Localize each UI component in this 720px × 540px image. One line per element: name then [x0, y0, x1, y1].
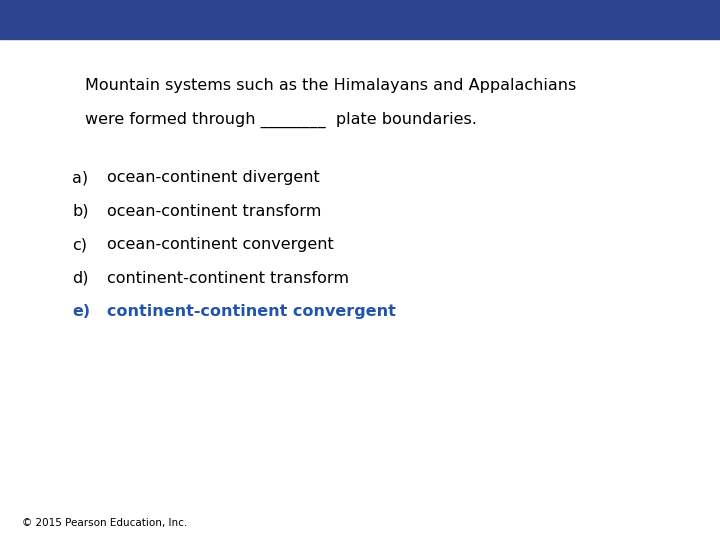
Text: ocean-continent convergent: ocean-continent convergent [107, 237, 333, 252]
Text: Mountain systems such as the Himalayans and Appalachians: Mountain systems such as the Himalayans … [85, 78, 576, 93]
Text: d): d) [72, 271, 89, 286]
Bar [0, 0, 720, 39]
Text: b): b) [72, 204, 89, 219]
Text: continent-continent convergent: continent-continent convergent [107, 304, 395, 319]
Text: were formed through ________  plate boundaries.: were formed through ________ plate bound… [85, 112, 477, 128]
Text: a): a) [72, 170, 88, 185]
Text: ocean-continent divergent: ocean-continent divergent [107, 170, 319, 185]
Text: e): e) [72, 304, 90, 319]
Text: continent-continent transform: continent-continent transform [107, 271, 348, 286]
Text: c): c) [72, 237, 87, 252]
Text: © 2015 Pearson Education, Inc.: © 2015 Pearson Education, Inc. [22, 518, 187, 528]
Text: ocean-continent transform: ocean-continent transform [107, 204, 321, 219]
